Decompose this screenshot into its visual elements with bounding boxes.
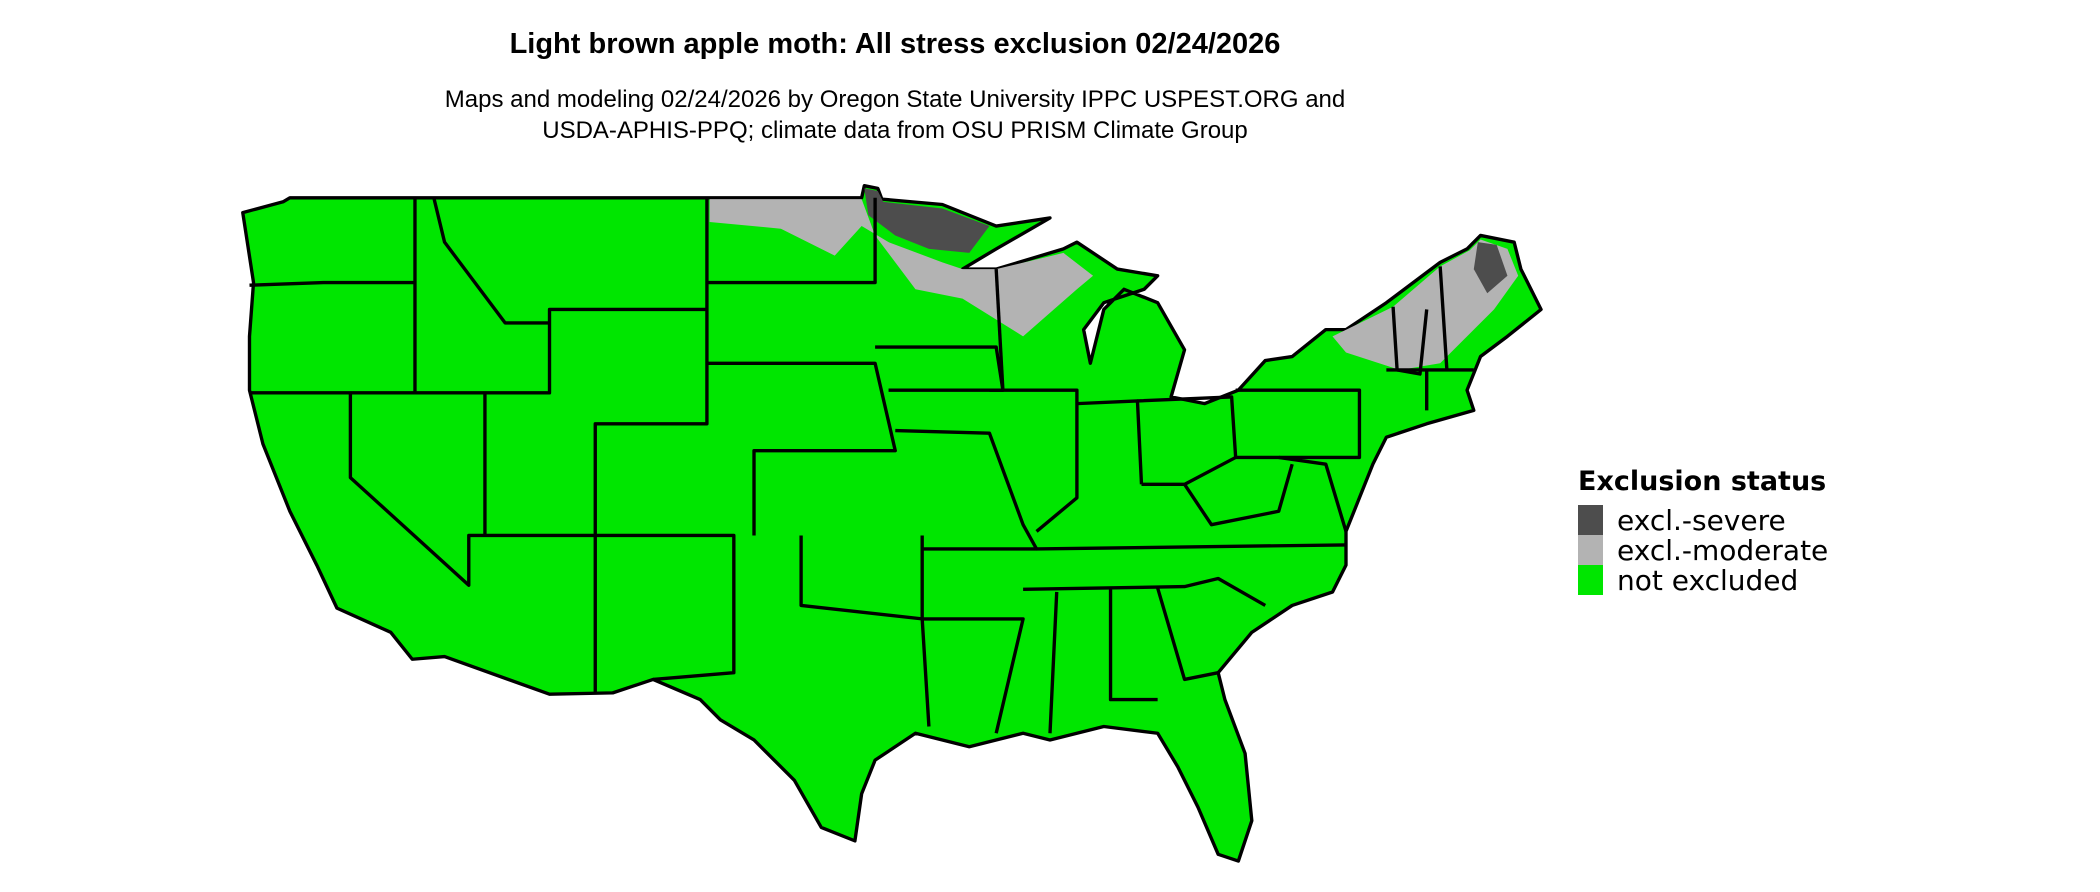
state-boundaries bbox=[249, 197, 1474, 734]
legend-label: not excluded bbox=[1617, 563, 1799, 597]
legend-item-not-excluded: not excluded bbox=[1578, 563, 1828, 597]
legend-swatch-severe bbox=[1578, 505, 1603, 535]
excl-severe-minnesota bbox=[864, 188, 990, 253]
legend-swatch-not-excluded bbox=[1578, 565, 1603, 595]
excl-moderate-northeast bbox=[1332, 239, 1519, 370]
legend-label: excl.-moderate bbox=[1617, 533, 1829, 567]
legend-item-severe: excl.-severe bbox=[1578, 503, 1828, 537]
excl-severe-maine bbox=[1473, 242, 1508, 294]
legend-item-moderate: excl.-moderate bbox=[1578, 533, 1829, 567]
legend-label: excl.-severe bbox=[1617, 503, 1786, 537]
map-subtitle-line1: Maps and modeling 02/24/2026 by Oregon S… bbox=[444, 86, 1346, 113]
map-subtitle-line2: USDA-APHIS-PPQ; climate data from OSU PR… bbox=[542, 117, 1248, 144]
legend: Exclusion status excl.-severe excl.-mode… bbox=[1578, 466, 1829, 597]
legend-swatch-moderate bbox=[1578, 535, 1603, 565]
conus-not-excluded-area bbox=[241, 183, 1543, 863]
map-title: Light brown apple moth: All stress exclu… bbox=[509, 28, 1281, 60]
legend-title: Exclusion status bbox=[1578, 466, 1827, 497]
